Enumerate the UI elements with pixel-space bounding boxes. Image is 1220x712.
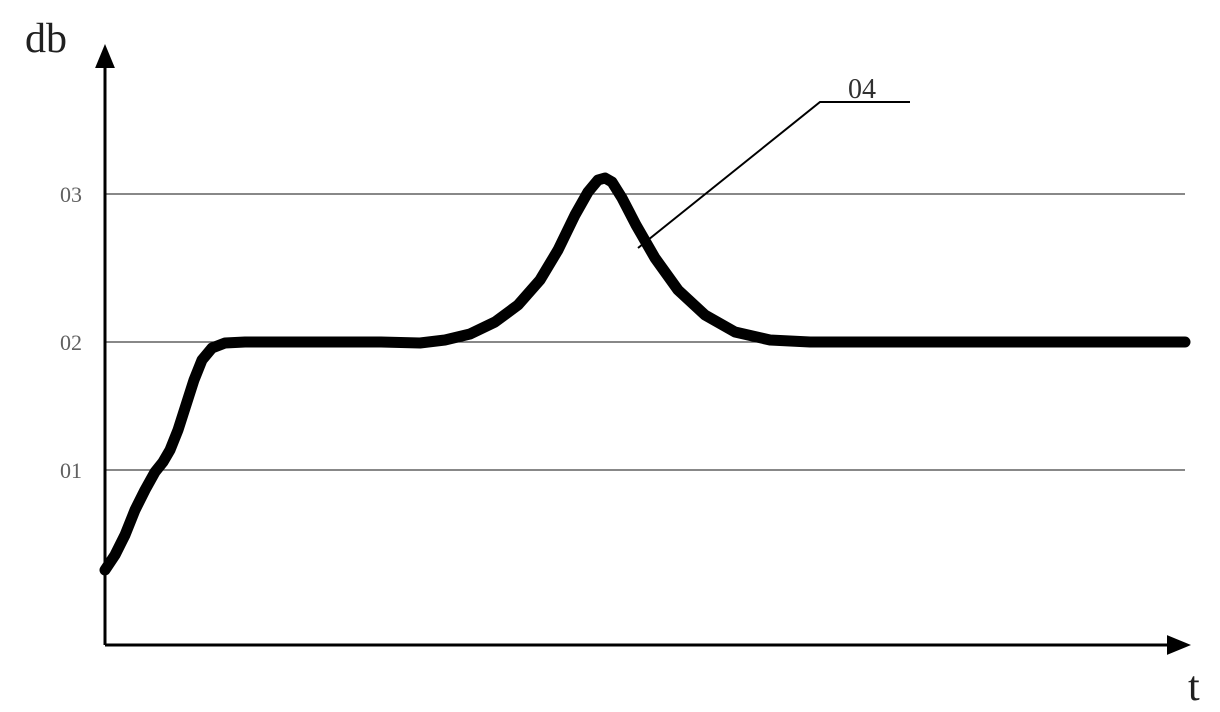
y-tick-label-2: 03 — [60, 182, 82, 207]
chart-background — [0, 0, 1220, 712]
x-axis-label: t — [1188, 664, 1200, 710]
y-tick-label-0: 01 — [60, 458, 82, 483]
chart-canvas: 01 02 03 04 db t — [0, 0, 1220, 712]
annotation-label: 04 — [848, 74, 876, 105]
y-tick-label-1: 02 — [60, 330, 82, 355]
y-axis-label: db — [25, 16, 67, 62]
